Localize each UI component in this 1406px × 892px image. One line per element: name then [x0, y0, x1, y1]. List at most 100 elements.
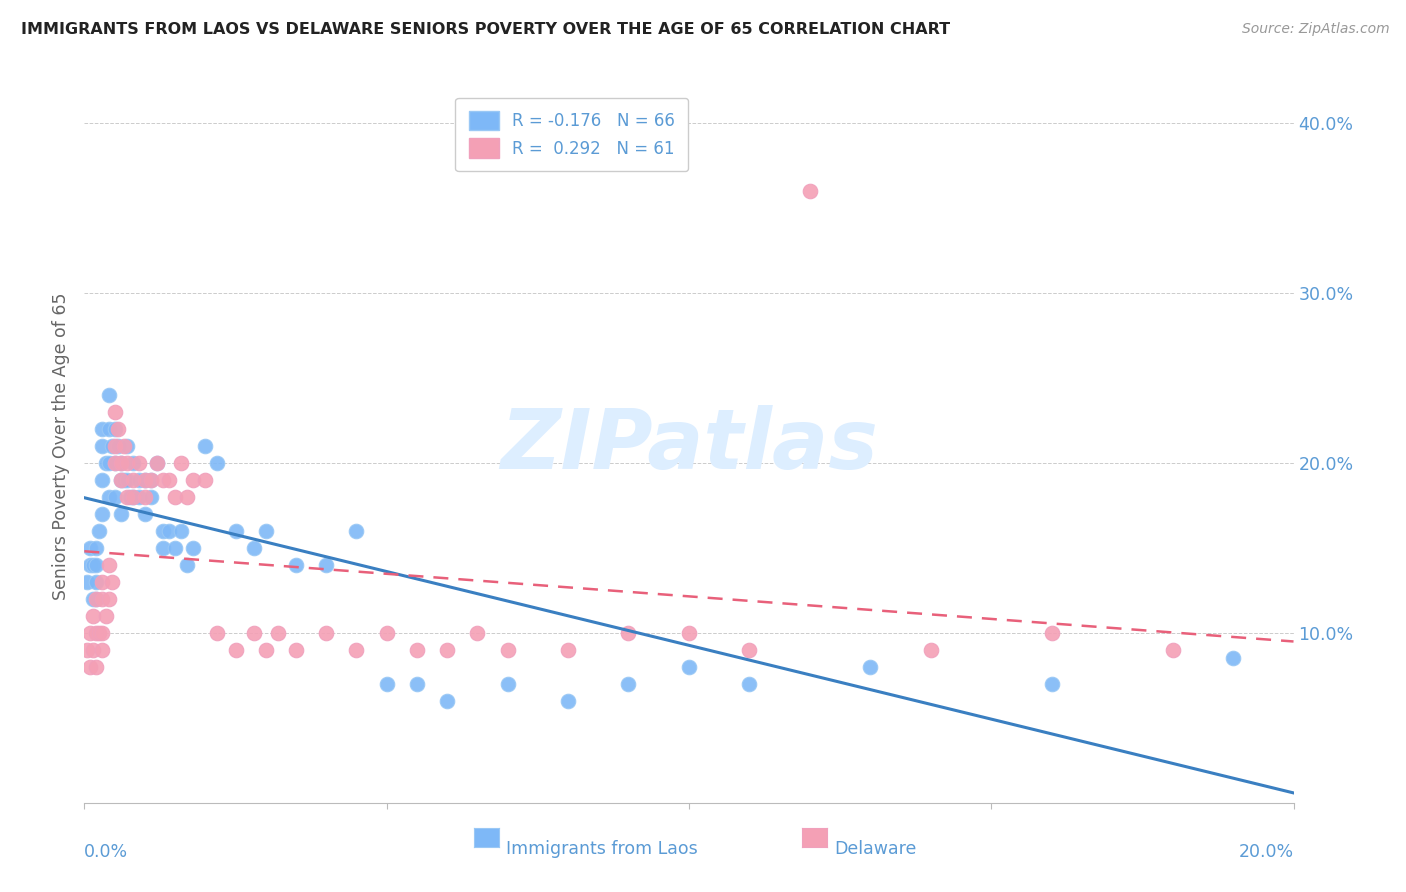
Point	[121, 490, 143, 504]
Point	[76, 574, 98, 589]
Point	[128, 490, 150, 504]
Point	[107, 439, 129, 453]
Point	[104, 439, 127, 453]
Point	[406, 643, 429, 657]
Text: ZIPatlas: ZIPatlas	[501, 406, 877, 486]
Point	[91, 422, 114, 436]
Point	[315, 626, 337, 640]
Point	[121, 490, 143, 504]
Point	[152, 473, 174, 487]
Point	[94, 456, 117, 470]
Point	[859, 660, 882, 674]
Point	[110, 456, 132, 470]
Point	[94, 608, 117, 623]
Point	[128, 456, 150, 470]
Point	[799, 184, 821, 198]
Point	[91, 574, 114, 589]
Point	[82, 643, 104, 657]
Point	[225, 643, 247, 657]
Point	[89, 626, 111, 640]
Point	[121, 456, 143, 470]
Point	[436, 643, 458, 657]
Point	[79, 660, 101, 674]
Point	[254, 524, 277, 538]
Point	[1040, 626, 1063, 640]
Point	[139, 473, 162, 487]
Point	[146, 456, 169, 470]
Point	[110, 456, 132, 470]
Point	[1040, 677, 1063, 691]
Point	[110, 507, 132, 521]
Point	[242, 626, 264, 640]
Point	[157, 524, 180, 538]
Point	[86, 574, 108, 589]
Point	[139, 490, 162, 504]
Point	[118, 490, 141, 504]
Point	[267, 626, 290, 640]
Point	[97, 591, 120, 606]
Point	[104, 422, 127, 436]
Point	[207, 626, 229, 640]
Text: 0.0%: 0.0%	[84, 843, 128, 861]
Point	[496, 643, 519, 657]
Point	[496, 677, 519, 691]
Point	[107, 422, 129, 436]
Y-axis label: Seniors Poverty Over the Age of 65: Seniors Poverty Over the Age of 65	[52, 293, 70, 599]
Point	[97, 558, 120, 572]
Point	[617, 677, 640, 691]
Point	[406, 677, 429, 691]
Point	[86, 660, 108, 674]
Point	[104, 456, 127, 470]
Point	[134, 473, 156, 487]
Point	[97, 422, 120, 436]
Point	[97, 456, 120, 470]
Point	[194, 439, 217, 453]
Point	[139, 473, 162, 487]
Point	[91, 507, 114, 521]
Point	[112, 439, 135, 453]
Point	[100, 439, 122, 453]
Point	[225, 524, 247, 538]
Point	[738, 643, 761, 657]
Text: Delaware: Delaware	[834, 840, 917, 858]
Text: IMMIGRANTS FROM LAOS VS DELAWARE SENIORS POVERTY OVER THE AGE OF 65 CORRELATION : IMMIGRANTS FROM LAOS VS DELAWARE SENIORS…	[21, 22, 950, 37]
Point	[115, 473, 138, 487]
Point	[375, 677, 398, 691]
Point	[91, 643, 114, 657]
Point	[82, 558, 104, 572]
Point	[128, 473, 150, 487]
Point	[285, 643, 308, 657]
Point	[115, 456, 138, 470]
Point	[181, 541, 204, 555]
Point	[678, 660, 700, 674]
Point	[176, 558, 198, 572]
Point	[104, 456, 127, 470]
Point	[110, 473, 132, 487]
Point	[920, 643, 942, 657]
Point	[157, 473, 180, 487]
Point	[86, 558, 108, 572]
Point	[557, 643, 579, 657]
Point	[97, 490, 120, 504]
Point	[104, 405, 127, 419]
Point	[254, 643, 277, 657]
Point	[165, 541, 187, 555]
Point	[1161, 643, 1184, 657]
Point	[76, 643, 98, 657]
Point	[467, 626, 489, 640]
Point	[152, 524, 174, 538]
Point	[436, 694, 458, 708]
Point	[91, 439, 114, 453]
Point	[134, 490, 156, 504]
Point	[86, 626, 108, 640]
Point	[91, 626, 114, 640]
Point	[170, 524, 193, 538]
Point	[557, 694, 579, 708]
Point	[110, 473, 132, 487]
Point	[146, 456, 169, 470]
Point	[315, 558, 337, 572]
Point	[86, 591, 108, 606]
Point	[242, 541, 264, 555]
Point	[82, 608, 104, 623]
Point	[86, 541, 108, 555]
